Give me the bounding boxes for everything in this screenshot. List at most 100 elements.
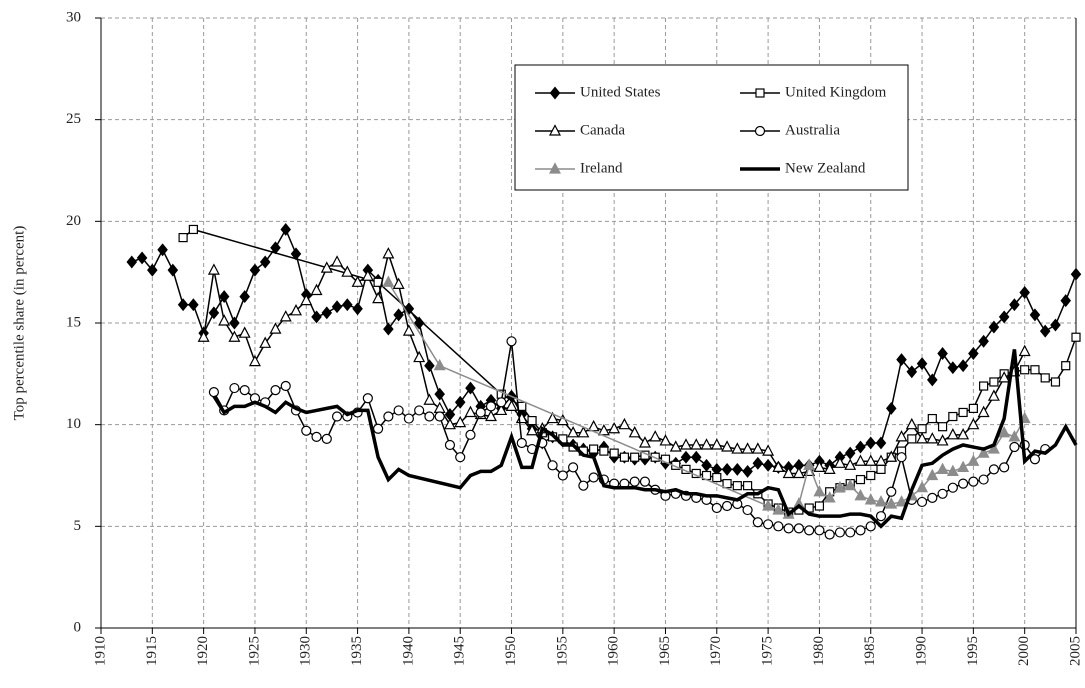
marker [958, 407, 968, 418]
marker [434, 387, 445, 401]
marker [197, 330, 210, 342]
marker [126, 255, 138, 269]
marker [742, 504, 753, 516]
marker [1008, 430, 1021, 442]
marker [710, 438, 723, 450]
x-tick-label: 1965 [657, 636, 673, 666]
marker [977, 405, 990, 418]
marker [402, 324, 415, 336]
marker [608, 421, 621, 434]
marker [649, 430, 662, 442]
marker [382, 275, 395, 287]
marker [549, 86, 561, 100]
marker [1061, 361, 1071, 371]
marker [926, 468, 939, 481]
marker [157, 243, 168, 257]
marker [987, 442, 1000, 454]
marker [331, 411, 343, 422]
marker [413, 316, 425, 330]
marker [833, 480, 846, 493]
y-tick-label: 10 [66, 416, 81, 432]
marker [916, 432, 929, 444]
marker [434, 411, 445, 422]
marker [875, 495, 887, 507]
marker [321, 433, 332, 444]
marker [957, 359, 969, 373]
marker [732, 462, 743, 476]
marker [433, 401, 446, 413]
marker [896, 452, 907, 463]
x-tick-label: 1985 [862, 636, 878, 666]
marker [875, 511, 887, 522]
marker [690, 450, 702, 464]
marker [383, 322, 394, 336]
marker [321, 306, 333, 320]
marker [754, 125, 766, 137]
marker [362, 393, 373, 404]
marker [1040, 373, 1050, 383]
y-tick-label: 20 [66, 213, 81, 229]
marker [465, 429, 476, 440]
marker [465, 381, 476, 395]
marker [424, 359, 435, 373]
marker [454, 415, 467, 428]
marker [331, 300, 343, 314]
marker [1018, 344, 1031, 357]
marker [813, 484, 826, 497]
marker [948, 411, 958, 422]
x-tick-label: 1950 [503, 636, 519, 666]
marker [589, 444, 599, 454]
marker [464, 405, 477, 418]
marker [311, 310, 322, 324]
marker [218, 290, 230, 304]
marker [999, 462, 1010, 473]
marker [987, 389, 1000, 401]
y-tick-label: 25 [66, 111, 81, 127]
x-tick-label: 1980 [811, 636, 827, 666]
marker [855, 525, 866, 536]
x-tick-label: 1990 [913, 636, 929, 666]
marker [978, 334, 989, 348]
marker [1009, 441, 1020, 453]
marker [567, 426, 580, 438]
marker [331, 255, 344, 267]
marker [947, 361, 959, 375]
marker [989, 377, 999, 387]
marker [239, 385, 250, 396]
marker [946, 464, 959, 477]
marker [844, 446, 856, 460]
x-tick-label: 1935 [349, 636, 365, 666]
marker [968, 476, 979, 487]
marker [793, 523, 804, 534]
marker [803, 458, 816, 470]
marker [280, 380, 291, 392]
marker [937, 347, 948, 360]
marker [229, 382, 240, 394]
y-tick-label: 15 [66, 314, 81, 330]
marker [393, 308, 404, 322]
marker [772, 460, 785, 472]
marker [814, 525, 825, 536]
marker [680, 438, 692, 450]
marker [516, 437, 527, 449]
marker [711, 502, 722, 514]
marker [577, 426, 590, 438]
marker [998, 371, 1011, 383]
marker [824, 529, 835, 540]
marker [383, 411, 394, 422]
marker [433, 358, 446, 371]
marker [866, 470, 876, 481]
marker [958, 478, 969, 489]
marker [208, 387, 219, 398]
marker [721, 440, 734, 452]
marker [249, 263, 261, 277]
marker [248, 354, 261, 367]
marker [1060, 294, 1072, 308]
marker [228, 330, 241, 342]
marker [804, 525, 815, 536]
marker [864, 493, 877, 505]
legend-label: Australia [785, 122, 840, 138]
marker [701, 458, 712, 472]
marker [782, 466, 795, 479]
marker [813, 460, 826, 472]
